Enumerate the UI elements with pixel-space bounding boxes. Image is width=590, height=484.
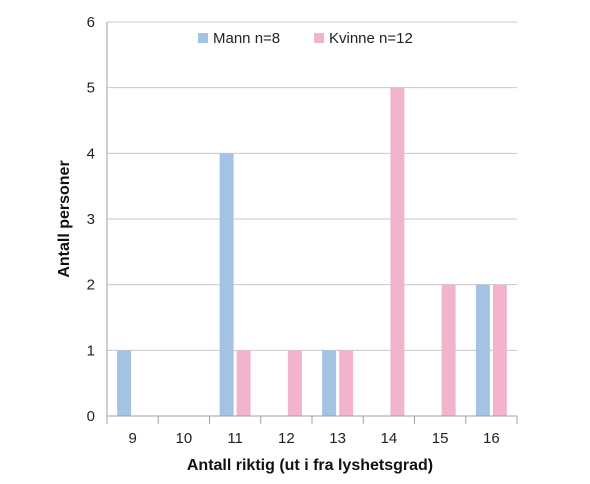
- x-tick-label: 16: [483, 430, 500, 447]
- y-tick-label: 3: [87, 211, 95, 228]
- x-tick-label: 14: [381, 430, 398, 447]
- x-tick-label: 11: [227, 430, 243, 447]
- bar-kvinne-12: [287, 350, 302, 416]
- bar-kvinne-16: [492, 284, 507, 416]
- legend-label: Kvinne n=12: [329, 30, 413, 47]
- bar-kvinne-13: [339, 350, 354, 416]
- legend: Mann n=8 Kvinne n=12: [198, 30, 413, 47]
- axes: [106, 22, 518, 424]
- x-tick-label: 9: [128, 430, 136, 447]
- x-axis-title: Antall riktig (ut i fra lyshetsgrad): [187, 457, 433, 474]
- legend-swatch: [314, 33, 324, 43]
- x-tick-label: 12: [278, 430, 295, 447]
- y-tick-label: 2: [87, 277, 95, 294]
- bar-mann-13: [322, 350, 337, 416]
- bars: [117, 87, 507, 417]
- y-axis-title: Antall personer: [56, 160, 73, 277]
- x-tick-label: 10: [176, 430, 193, 447]
- x-tick-label: 15: [432, 430, 449, 447]
- y-tick-label: 1: [87, 342, 95, 359]
- y-tick-label: 0: [87, 408, 95, 425]
- y-tick-label: 5: [87, 80, 95, 97]
- bar-mann-9: [117, 350, 132, 416]
- y-tick-label: 4: [87, 145, 95, 162]
- y-tick-labels: 0 1 2 3 4 5 6: [87, 14, 95, 425]
- bar-mann-11: [219, 153, 234, 417]
- bar-mann-16: [475, 284, 490, 416]
- y-tick-label: 6: [87, 14, 95, 31]
- bar-kvinne-11: [236, 350, 251, 416]
- bar-kvinne-15: [441, 284, 456, 416]
- x-tick-label: 13: [329, 430, 346, 447]
- x-tick-labels: 9 10 11 12 13 14 15 16: [128, 430, 499, 447]
- bar-kvinne-14: [390, 87, 405, 417]
- legend-label: Mann n=8: [213, 30, 280, 47]
- legend-swatch: [198, 33, 208, 43]
